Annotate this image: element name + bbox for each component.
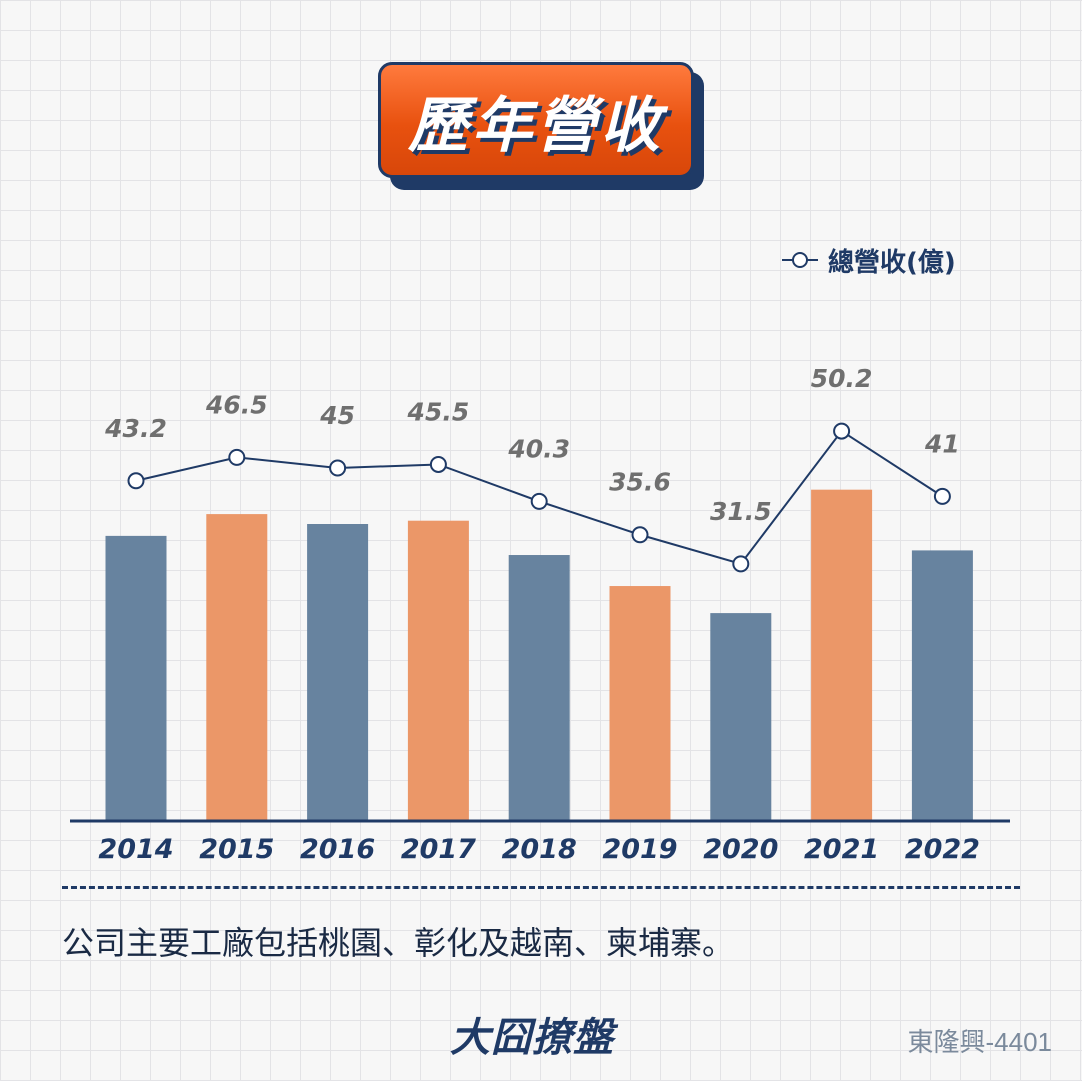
point-2015 xyxy=(228,448,246,466)
bar-2015 xyxy=(206,514,268,821)
caption-text: 公司主要工廠包括桃園、彰化及越南、柬埔寨。 xyxy=(62,924,735,962)
x-tick-2018: 2018 xyxy=(502,834,577,865)
bar-2022 xyxy=(911,550,973,821)
x-tick-2022: 2022 xyxy=(905,834,980,865)
stock-label: 東隆興-4401 xyxy=(907,1027,1053,1057)
dashed-divider xyxy=(62,886,1020,889)
point-2016 xyxy=(329,459,347,477)
bar-2017 xyxy=(407,520,469,821)
bar-2021 xyxy=(811,489,873,821)
circle-marker-line-icon xyxy=(782,252,818,268)
title-banner: 歷年營收 xyxy=(378,62,704,190)
x-tick-2021: 2021 xyxy=(804,834,879,865)
brand-logo: 大囧撩盤 xyxy=(450,1015,614,1061)
x-tick-2017: 2017 xyxy=(401,834,476,865)
data-label-2015: 46.5 xyxy=(205,390,268,419)
x-tick-2019: 2019 xyxy=(602,834,677,865)
page-title: 歷年營收 xyxy=(408,90,664,161)
data-label-2018: 40.3 xyxy=(507,434,570,463)
point-2019 xyxy=(631,526,649,544)
point-2022 xyxy=(933,487,951,505)
point-2014 xyxy=(127,472,145,490)
revenue-chart: 43.2 46.5 45 45.5 40.3 35.6 31.5 50.2 41 2014 2015… xyxy=(70,364,1010,865)
x-tick-2014: 2014 xyxy=(98,834,173,865)
data-label-2020: 31.5 xyxy=(710,497,772,526)
data-label-2021: 50.2 xyxy=(811,364,873,393)
legend-label: 總營收(億) xyxy=(828,247,956,278)
bar-2018 xyxy=(508,555,570,821)
bar-2014 xyxy=(105,535,167,821)
data-label-2022: 41 xyxy=(924,429,960,458)
bar-2019 xyxy=(609,586,671,821)
point-2018 xyxy=(530,492,548,510)
data-label-2019: 35.6 xyxy=(609,468,671,497)
point-2021 xyxy=(833,422,851,440)
x-tick-2016: 2016 xyxy=(300,834,375,865)
point-2020 xyxy=(732,555,750,573)
point-2017 xyxy=(429,455,447,473)
data-label-2016: 45 xyxy=(319,401,355,430)
chart-legend: 總營收(億) xyxy=(780,243,956,278)
bar-2020 xyxy=(710,613,772,821)
data-label-2014: 43.2 xyxy=(104,414,167,443)
bar-2016 xyxy=(307,524,369,821)
x-tick-2020: 2020 xyxy=(703,834,778,865)
x-tick-2015: 2015 xyxy=(199,834,274,865)
data-label-2017: 45.5 xyxy=(407,397,470,426)
title-box: 歷年營收 xyxy=(378,62,694,178)
